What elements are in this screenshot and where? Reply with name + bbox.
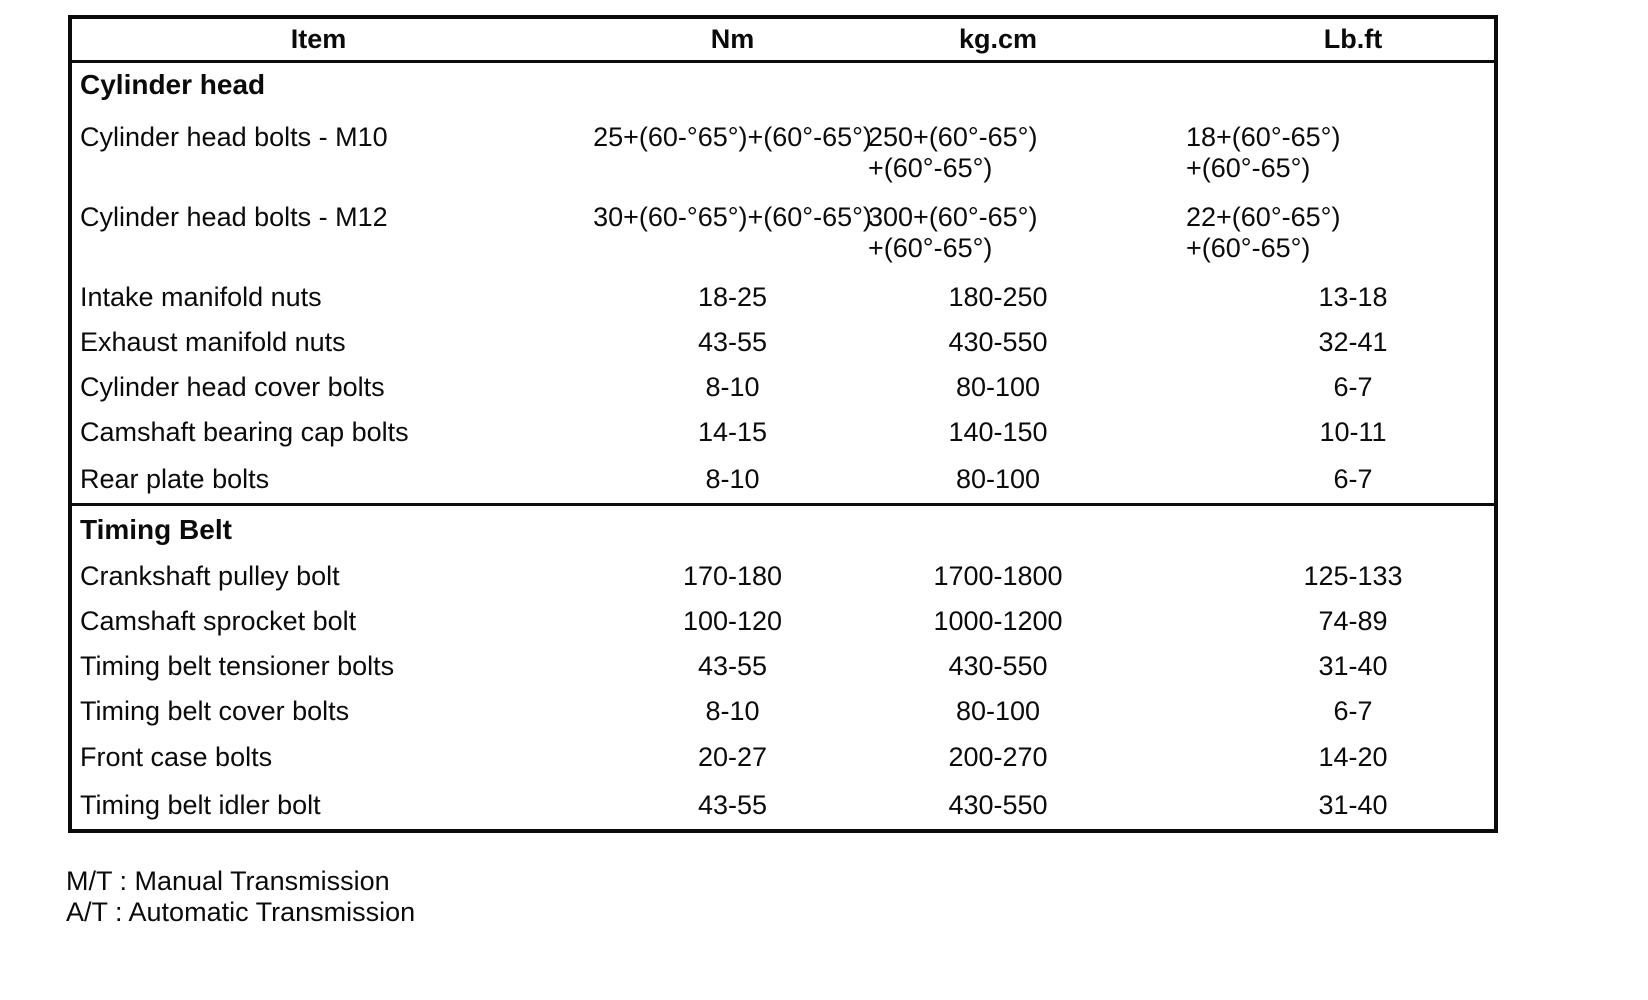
item-cell: Timing belt tensioner bolts [80, 651, 395, 681]
item-cell: Cylinder head bolts - M12 [80, 202, 388, 232]
section-header: Cylinder head [80, 69, 266, 100]
lbft-cell: 6-7 [1333, 695, 1373, 726]
lbft-cell: 74-89 [1318, 606, 1388, 636]
column-header-nm: Nm [710, 24, 755, 54]
nm-cell: 14-15 [697, 417, 768, 447]
item-cell: Intake manifold nuts [80, 282, 322, 312]
column-header-item: Item [290, 24, 347, 54]
section-header: Timing Belt [80, 514, 232, 545]
lbft-cell: 13-18 [1318, 282, 1388, 312]
value-line: 250+(60°-65°) [868, 122, 1038, 152]
table-row: Exhaust manifold nuts 43-55 430-550 32-4… [72, 320, 1494, 365]
item-cell: Exhaust manifold nuts [80, 327, 346, 357]
nm-cell: 43-55 [697, 651, 768, 681]
nm-cell: 43-55 [697, 327, 768, 357]
kgcm-cell: 1700-1800 [933, 561, 1063, 591]
nm-cell: 43-55 [697, 790, 768, 820]
item-cell: Timing belt idler bolt [80, 790, 321, 820]
table-row: Camshaft sprocket bolt 100-120 1000-1200… [72, 599, 1494, 644]
value-line: 18+(60°-65°) [1186, 122, 1341, 152]
kgcm-cell: 430-550 [948, 790, 1048, 820]
item-cell: Camshaft sprocket bolt [80, 606, 357, 636]
value-line: +(60°-65°) [1186, 153, 1311, 183]
table-row: Intake manifold nuts 18-25 180-250 13-18 [72, 275, 1494, 320]
nm-cell: 8-10 [705, 695, 760, 726]
item-cell: Crankshaft pulley bolt [80, 561, 340, 591]
kgcm-cell: 80-100 [955, 463, 1041, 494]
table-row: Cylinder head cover bolts 8-10 80-100 6-… [72, 365, 1494, 410]
kgcm-cell: 430-550 [948, 327, 1048, 357]
value-line: 22+(60°-65°) [1186, 202, 1341, 232]
nm-cell: 8-10 [705, 463, 760, 494]
kgcm-cell: 250+(60°-65°) +(60°-65°) [868, 107, 1128, 199]
table-row: Rear plate bolts 8-10 80-100 6-7 [72, 455, 1494, 503]
nm-cell: 20-27 [697, 742, 768, 772]
column-header-lbft: Lb.ft [1323, 24, 1383, 54]
item-cell: Rear plate bolts [80, 463, 270, 494]
nm-cell: 8-10 [705, 372, 760, 402]
value-line: +(60°-65°) [868, 153, 993, 183]
kgcm-cell: 200-270 [948, 742, 1048, 772]
lbft-cell: 6-7 [1333, 372, 1373, 402]
nm-cell: 170-180 [682, 561, 783, 591]
kgcm-cell: 180-250 [948, 282, 1048, 312]
table-row: Cylinder head bolts - M10 25+(60-°65°)+(… [72, 107, 1494, 199]
section-cylinder-head: Cylinder head Cylinder head bolts - M10 … [72, 63, 1494, 503]
footnote-at: A/T : Automatic Transmission [66, 897, 416, 927]
lbft-cell: 18+(60°-65°) +(60°-65°) [1186, 107, 1520, 199]
kgcm-cell: 430-550 [948, 651, 1048, 681]
nm-cell: 100-120 [682, 606, 783, 636]
torque-spec-table: Item Nm kg.cm Lb.ft Cylinder head Cylind… [68, 15, 1498, 833]
table-row: Cylinder head bolts - M12 30+(60-°65°)+(… [72, 199, 1494, 275]
kgcm-cell: 1000-1200 [933, 606, 1063, 636]
lbft-cell: 125-133 [1303, 561, 1403, 591]
item-cell: Cylinder head bolts - M10 [80, 122, 388, 152]
value-line: +(60°-65°) [868, 233, 993, 263]
lbft-cell: 6-7 [1333, 463, 1373, 494]
value-line: 300+(60°-65°) [868, 202, 1038, 232]
kgcm-cell: 300+(60°-65°) +(60°-65°) [868, 199, 1128, 275]
nm-cell: 30+(60-°65°)+(60°-65°) [593, 202, 872, 232]
lbft-cell: 31-40 [1318, 651, 1388, 681]
section-timing-belt: Timing Belt Crankshaft pulley bolt 170-1… [72, 503, 1494, 829]
table-row: Camshaft bearing cap bolts 14-15 140-150… [72, 410, 1494, 455]
table-header-row: Item Nm kg.cm Lb.ft [72, 19, 1494, 63]
table-row: Front case bolts 20-27 200-270 14-20 [72, 733, 1494, 782]
column-header-kgcm: kg.cm [958, 24, 1038, 54]
kgcm-cell: 140-150 [948, 417, 1048, 447]
item-cell: Cylinder head cover bolts [80, 372, 385, 402]
lbft-cell: 31-40 [1318, 790, 1388, 820]
table-row: Timing belt idler bolt 43-55 430-550 31-… [72, 782, 1494, 829]
kgcm-cell: 80-100 [955, 695, 1041, 726]
lbft-cell: 22+(60°-65°) +(60°-65°) [1186, 199, 1520, 275]
nm-cell: 18-25 [697, 282, 768, 312]
footnotes: M/T : Manual Transmission A/T : Automati… [66, 866, 415, 928]
table-row: Crankshaft pulley bolt 170-180 1700-1800… [72, 554, 1494, 599]
table-row: Timing belt cover bolts 8-10 80-100 6-7 [72, 689, 1494, 733]
lbft-cell: 14-20 [1318, 742, 1388, 772]
item-cell: Timing belt cover bolts [80, 695, 350, 726]
lbft-cell: 32-41 [1318, 327, 1388, 357]
footnote-mt: M/T : Manual Transmission [66, 866, 390, 896]
table-row: Timing belt tensioner bolts 43-55 430-55… [72, 644, 1494, 689]
lbft-cell: 10-11 [1319, 417, 1387, 447]
value-line: +(60°-65°) [1186, 233, 1311, 263]
item-cell: Camshaft bearing cap bolts [80, 417, 409, 447]
item-cell: Front case bolts [80, 742, 273, 772]
nm-cell: 25+(60-°65°)+(60°-65°) [593, 122, 872, 152]
kgcm-cell: 80-100 [955, 372, 1041, 402]
